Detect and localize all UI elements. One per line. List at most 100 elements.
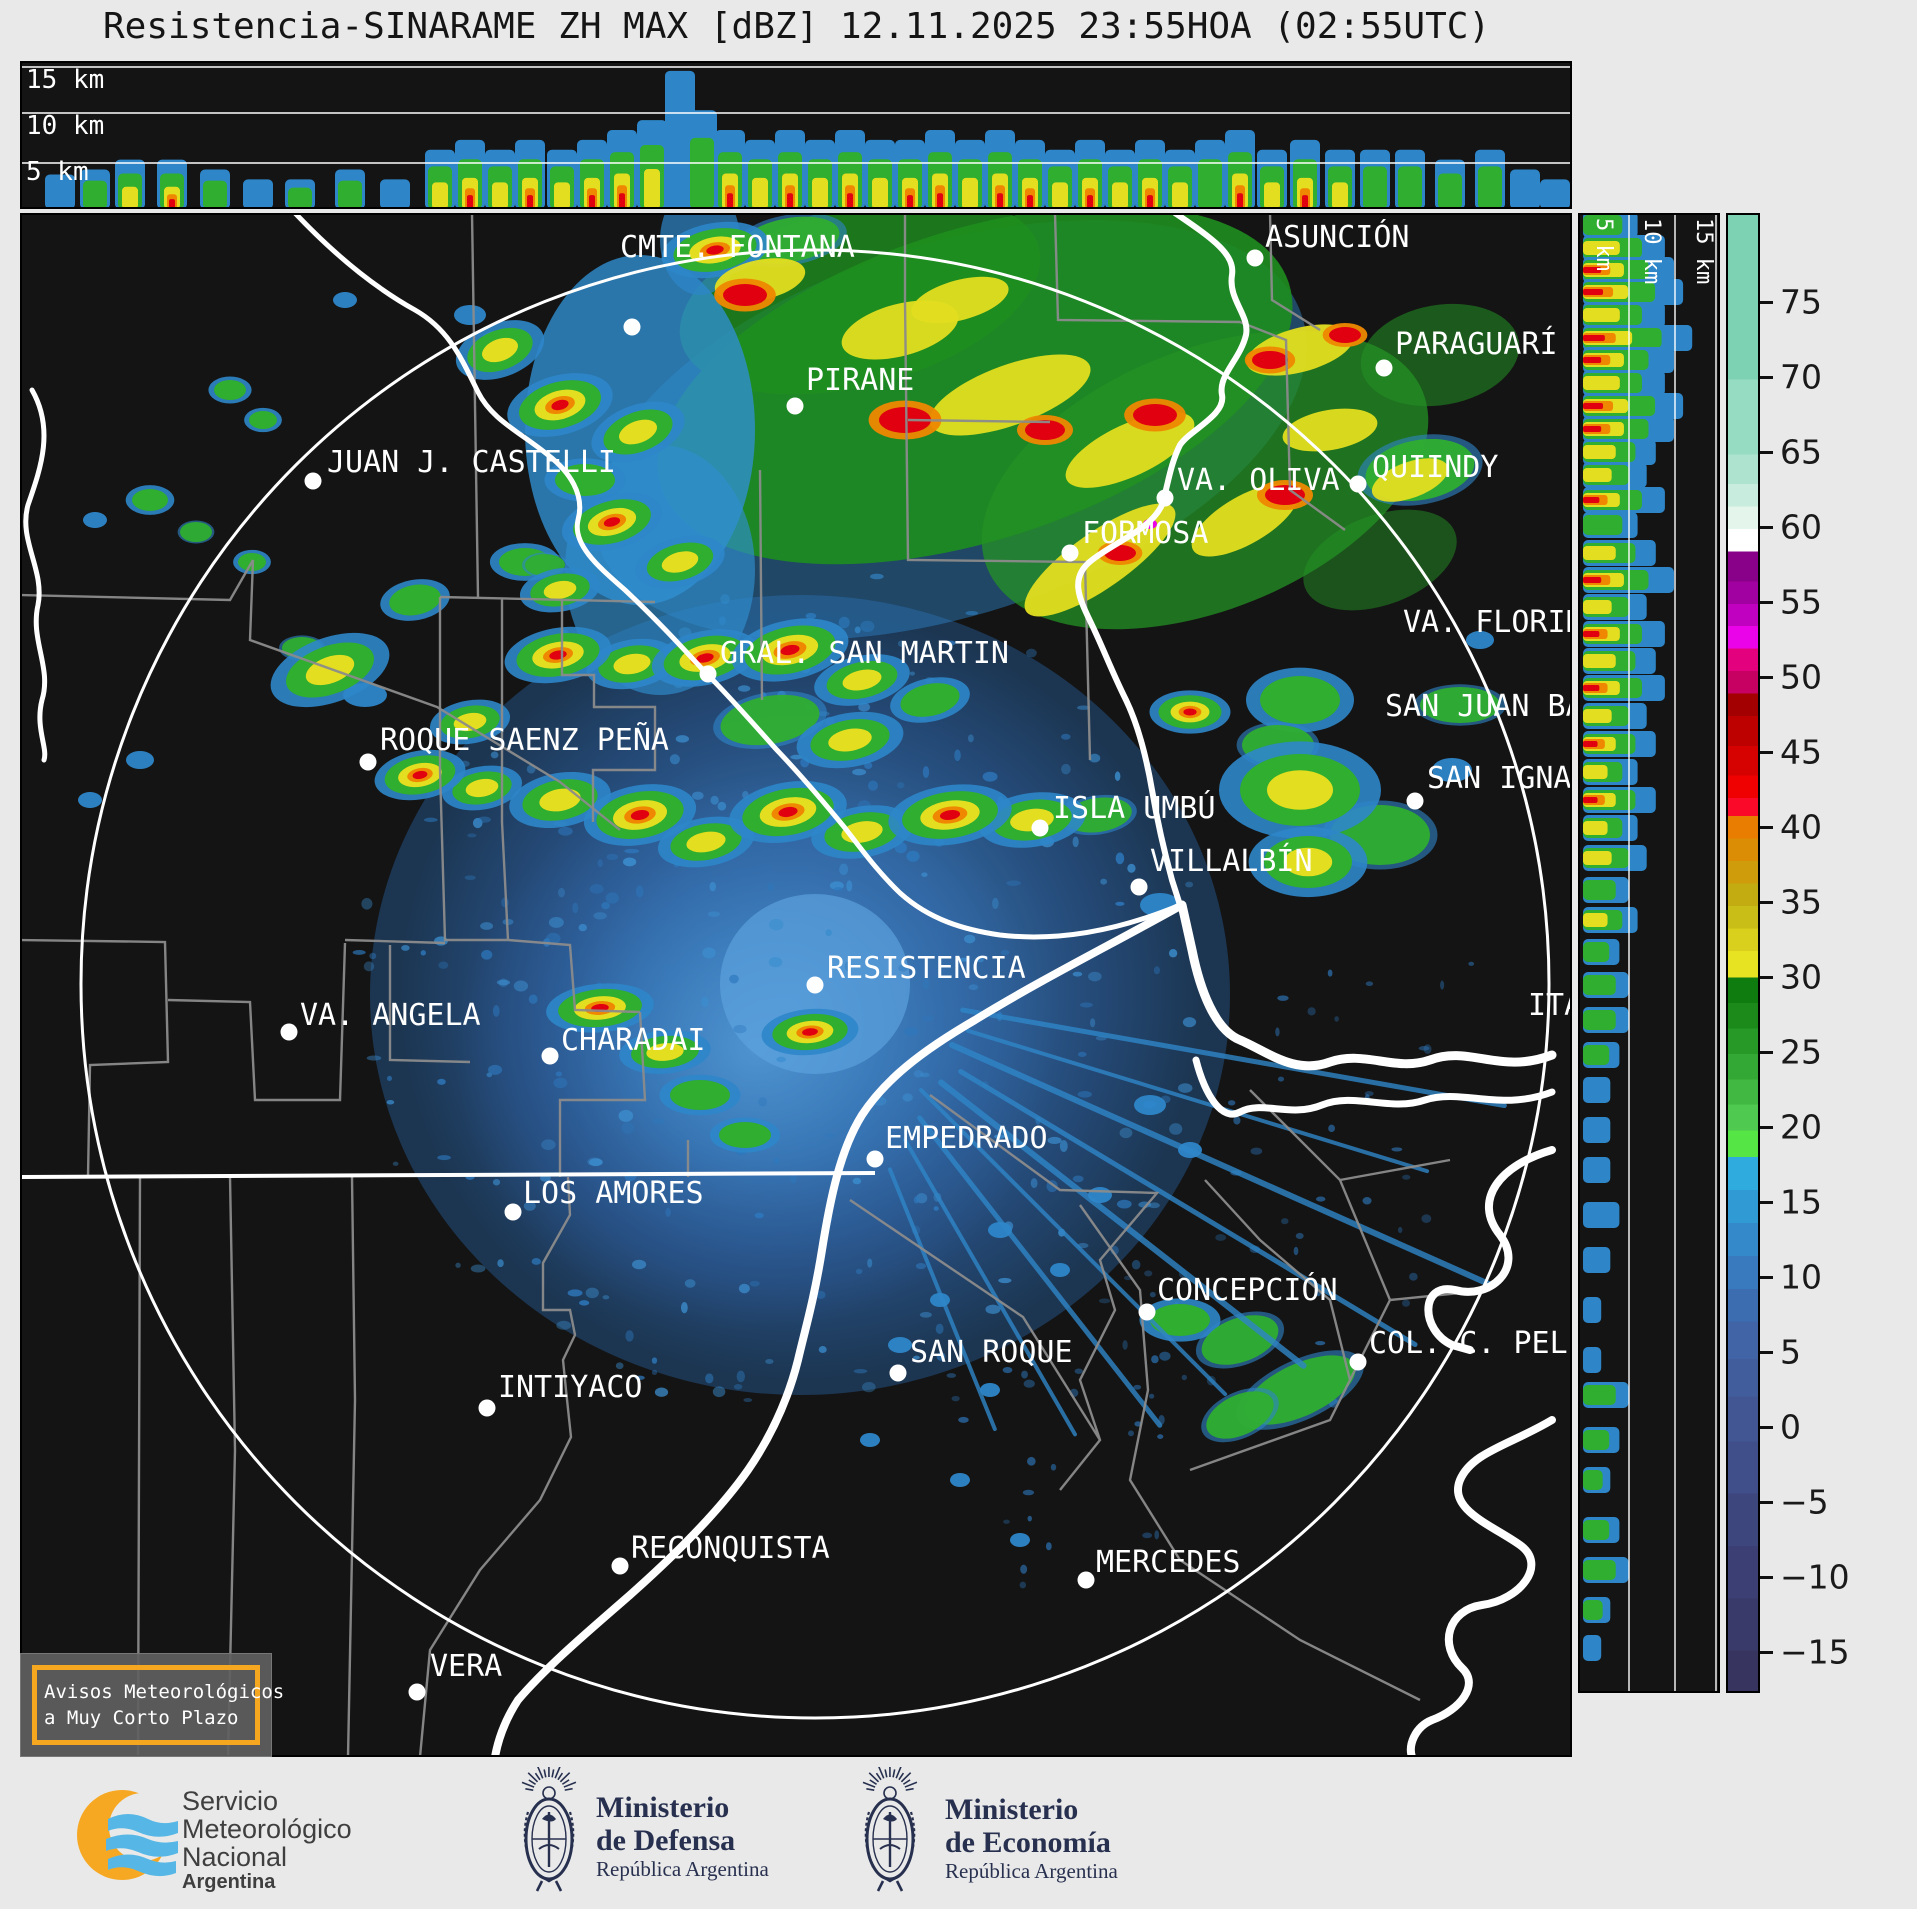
city-dot — [806, 976, 824, 994]
city-label: SAN JUAN BAUTISTA — [1385, 689, 1570, 724]
city-dot — [866, 1150, 884, 1168]
river — [491, 901, 1186, 1755]
smn-line-3: Nacional — [182, 1842, 288, 1872]
colorbar-tick-label: 50 — [1780, 657, 1822, 697]
city-dot — [623, 318, 641, 336]
radar-spoke — [949, 1042, 1495, 1288]
city-label: CMTE. FONTANA — [620, 230, 855, 265]
smn-logo-icon — [77, 1790, 178, 1880]
colorbar-tick-mark — [1760, 1126, 1773, 1129]
ns-cross-section-plot: 5 km 10 km 15 km — [1583, 215, 1717, 1691]
profile-echo — [243, 179, 273, 207]
colorbar-tick-mark — [1760, 1276, 1773, 1279]
smn-line-1: Servicio — [182, 1786, 279, 1816]
colorbar-tick-label: −5 — [1780, 1482, 1829, 1522]
colorbar-tick-label: 25 — [1780, 1032, 1822, 1072]
city-label: ITATÍ — [1528, 987, 1570, 1023]
alert-box-border: Avisos Meteorológicos a Muy Corto Plazo — [32, 1665, 284, 1745]
smn-line-2: Meteorológico — [182, 1814, 352, 1844]
city-label: ROQUE SAENZ PEÑA — [380, 722, 669, 758]
city-label: MERCEDES — [1096, 1545, 1241, 1580]
city-label: PARAGUARÍ — [1395, 326, 1558, 362]
admin-boundary — [849, 1094, 1352, 1491]
colorbar-tick-label: 35 — [1780, 882, 1822, 922]
colorbar-tick-mark — [1760, 601, 1773, 604]
city-dot — [889, 1364, 907, 1382]
radar-spoke — [919, 1088, 1228, 1397]
admin-boundary — [758, 215, 1346, 761]
colorbar-tick-label: 60 — [1780, 507, 1822, 547]
city-dot — [1349, 1353, 1367, 1371]
city-label: ISLA UMBÚ — [1053, 789, 1216, 826]
ew-cross-section-plot: 15 km 10 km 5 km — [22, 65, 1570, 207]
footer: Servicio Meteorológico Nacional Argentin… — [0, 1759, 1917, 1909]
city-label: PIRANE — [806, 363, 914, 398]
colorbar-tick-mark — [1760, 826, 1773, 829]
city-dot — [1349, 475, 1367, 493]
colorbar-tick-label: 0 — [1780, 1407, 1801, 1447]
colorbar-tick-label: 65 — [1780, 432, 1822, 472]
height-axis-label: 15 km — [26, 65, 104, 95]
colorbar-tick-mark — [1760, 751, 1773, 754]
city-label: VA. ANGELA — [300, 998, 481, 1033]
colorbar-tick-label: −10 — [1780, 1557, 1850, 1597]
city-dot — [786, 397, 804, 415]
economia-coat-of-arms — [862, 1767, 918, 1892]
city-dot — [478, 1399, 496, 1417]
economia-text: Ministerio de Economía República Argenti… — [945, 1793, 1118, 1884]
city-dot — [1246, 249, 1264, 267]
city-label: LOS AMORES — [523, 1176, 704, 1211]
city-label: SAN ROQUE — [910, 1335, 1073, 1370]
colorbar-tick-mark — [1760, 1351, 1773, 1354]
city-dot — [1406, 792, 1424, 810]
economia-line-2: de Economía — [945, 1826, 1111, 1859]
colorbar-tick-mark — [1760, 1426, 1773, 1429]
height-axis-label: 10 km — [26, 111, 104, 141]
province-line — [22, 1171, 876, 1179]
range-circle — [79, 248, 1551, 1720]
radar-spoke — [917, 1115, 1163, 1428]
dbz-colorbar — [1726, 213, 1760, 1693]
city-label: COL. C. PELLEGRINI — [1369, 1326, 1570, 1361]
city-label: JUAN J. CASTELLI — [327, 445, 616, 480]
defensa-line-1: Ministerio — [596, 1791, 730, 1824]
admin-boundary — [22, 559, 621, 831]
radar-spoke — [958, 1069, 1418, 1348]
city-label: RESISTENCIA — [827, 951, 1026, 986]
economia-subtitle: República Argentina — [945, 1859, 1118, 1883]
city-label: FORMOSA — [1082, 516, 1208, 551]
alert-box[interactable]: Avisos Meteorológicos a Muy Corto Plazo — [20, 1653, 284, 1757]
colorbar-tick-label: 10 — [1780, 1257, 1822, 1297]
profile-echo — [380, 179, 410, 207]
colorbar-tick-mark — [1760, 976, 1773, 979]
admin-boundary — [344, 769, 647, 1177]
colorbar-tick-mark — [1760, 1501, 1773, 1504]
radar-map-plot: CMTE. FONTANA ASUNCIÓN PARAGUARÍ PIRANE JUAN… — [22, 215, 1570, 1755]
city-dot — [408, 1683, 426, 1701]
admin-boundary — [418, 1140, 690, 1755]
defensa-text: Ministerio de Defensa República Argentin… — [596, 1791, 769, 1882]
height-axis-label: 10 km — [1639, 218, 1664, 284]
profile-echo — [1510, 169, 1540, 207]
profile-echo — [1540, 179, 1570, 207]
alert-line-2: a Muy Corto Plazo — [44, 1707, 239, 1729]
city-dot — [611, 1557, 629, 1575]
city-dot — [1077, 1571, 1095, 1589]
city-label: CHARADAI — [561, 1023, 706, 1058]
city-dot — [1156, 489, 1174, 507]
economia-line-1: Ministerio — [945, 1793, 1079, 1826]
city-label: EMPEDRADO — [885, 1121, 1048, 1156]
city-label: VA. FLORIDA — [1403, 605, 1570, 640]
colorbar-tick-mark — [1760, 526, 1773, 529]
profile-echo — [45, 174, 75, 207]
colorbar-tick-mark — [1760, 301, 1773, 304]
colorbar-tick-label: 45 — [1780, 732, 1822, 772]
colorbar-tick-mark — [1760, 1651, 1773, 1654]
colorbar-tick-label: 20 — [1780, 1107, 1822, 1147]
city-dot — [304, 472, 322, 490]
radar-spoke — [938, 1079, 1307, 1369]
river — [1192, 1056, 1556, 1118]
river — [293, 215, 1183, 940]
colorbar-tick-label: 5 — [1780, 1332, 1801, 1372]
